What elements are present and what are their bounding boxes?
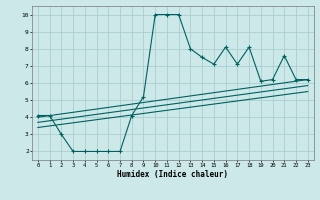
X-axis label: Humidex (Indice chaleur): Humidex (Indice chaleur) — [117, 170, 228, 179]
